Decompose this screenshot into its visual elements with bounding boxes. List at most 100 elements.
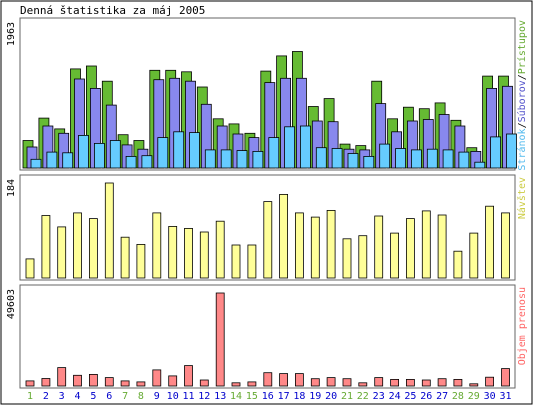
bar-visits-day-16 [263,201,273,279]
bar-hits-2-day-24 [395,148,407,169]
bar-kbytes-day-24 [390,378,400,387]
day-label-22: 22 [357,391,369,402]
bar-hits-2-day-21 [347,153,359,169]
bar-kbytes-day-4 [73,374,82,387]
legend-separator: / [517,122,528,128]
day-label-1: 1 [27,391,33,402]
bar-visits-day-20 [326,209,336,279]
bar-kbytes-day-3 [57,367,67,387]
bar-hits-2-day-7 [125,155,137,169]
day-label-23: 23 [373,391,385,402]
bar-kbytes-day-18 [294,373,304,387]
day-label-29: 29 [468,391,480,402]
bar-visits-day-2 [41,215,51,279]
bar-hits-2-day-22 [363,155,375,169]
bar-visits-day-25 [405,218,415,279]
bar-kbytes-day-21 [342,378,352,387]
bar-kbytes-day-19 [310,378,320,387]
day-label-19: 19 [309,391,321,402]
bar-visits-day-5 [89,218,98,279]
bar-hits-2-day-2 [46,151,58,169]
day-label-16: 16 [262,391,274,402]
bar-visits-day-3 [57,226,67,279]
bar-visits-day-11 [184,227,193,279]
bar-visits-day-15 [247,244,257,279]
bar-kbytes-day-17 [279,373,289,387]
bar-kbytes-day-15 [247,381,257,387]
bar-kbytes-day-29 [469,383,479,387]
bar-kbytes-day-26 [421,379,431,387]
ymax-label-visits: 184 [6,179,17,197]
day-label-3: 3 [59,391,65,402]
day-label-11: 11 [182,391,194,402]
bar-hits-2-day-8 [141,155,153,169]
bar-kbytes-day-23 [374,377,384,387]
bar-hits-2-day-13 [220,149,232,169]
bars-kbytes [25,292,510,387]
bar-hits-2-day-11 [189,132,200,169]
bar-hits-2-day-23 [379,143,391,169]
bar-hits-2-day-14 [236,150,248,169]
bar-kbytes-day-27 [437,378,447,387]
legend-entry: Objem prenosu [517,287,528,365]
bar-kbytes-day-6 [104,377,114,387]
bar-visits-day-23 [374,215,384,279]
bar-visits-day-26 [421,210,431,279]
bar-kbytes-day-2 [41,378,51,387]
bar-kbytes-day-16 [263,372,273,387]
bar-kbytes-day-20 [326,377,336,387]
bar-visits-day-24 [390,232,400,279]
legend-entry: Návštev [516,177,528,219]
bar-kbytes-day-10 [168,375,178,387]
bar-visits-day-29 [469,232,479,279]
bar-visits-day-28 [453,250,463,279]
bar-visits-day-10 [168,225,178,279]
bar-hits-2-day-25 [410,149,422,169]
bar-kbytes-day-22 [358,382,368,387]
bar-visits-day-6 [104,182,114,279]
bar-kbytes-day-9 [152,369,162,387]
day-label-26: 26 [420,391,432,402]
legend-separator: / [517,74,528,80]
bar-kbytes-day-1 [25,380,35,387]
day-label-6: 6 [106,391,112,402]
day-label-27: 27 [436,391,448,402]
bar-visits-day-18 [294,212,304,279]
legend-hits: Stránok/Súborov/Prístupov [516,20,528,171]
bar-visits-day-17 [279,193,289,279]
bar-hits-2-day-16 [268,137,280,169]
day-label-7: 7 [122,391,128,402]
bar-hits-2-day-27 [442,149,454,169]
bar-hits-2-day-3 [62,152,74,169]
legend-kbytes: Objem prenosu [517,287,528,365]
bar-hits-2-day-17 [284,126,296,169]
day-label-9: 9 [154,391,160,402]
bars-hits [22,51,517,169]
day-label-30: 30 [484,391,496,402]
panel-frame-hits [19,17,516,171]
bar-kbytes-day-12 [199,379,209,387]
panel-frame-kbytes [19,284,516,389]
bar-hits-2-day-26 [426,148,438,169]
day-label-20: 20 [325,391,337,402]
day-label-24: 24 [389,391,401,402]
legend-visits: Návštev [516,177,528,219]
bar-hits-2-day-6 [109,140,121,169]
bar-hits-2-day-12 [204,149,216,169]
bar-kbytes-day-25 [405,378,415,387]
bar-hits-2-day-30 [490,136,502,169]
bar-visits-day-30 [485,205,495,279]
bar-kbytes-day-5 [89,373,98,387]
day-label-25: 25 [404,391,416,402]
bar-hits-2-day-15 [252,150,264,169]
day-label-15: 15 [246,391,258,402]
bar-hits-2-day-29 [474,161,486,169]
bar-kbytes-day-13 [215,292,225,387]
day-labels: 1 2 3 4 5 6 7 8 9 10 11 12 13 14 15 16 17 18 19 20 21 22 23 24 2… [27,391,512,402]
bar-visits-day-21 [342,238,352,279]
bars-visits [25,182,510,279]
bar-kbytes-day-11 [184,365,193,387]
